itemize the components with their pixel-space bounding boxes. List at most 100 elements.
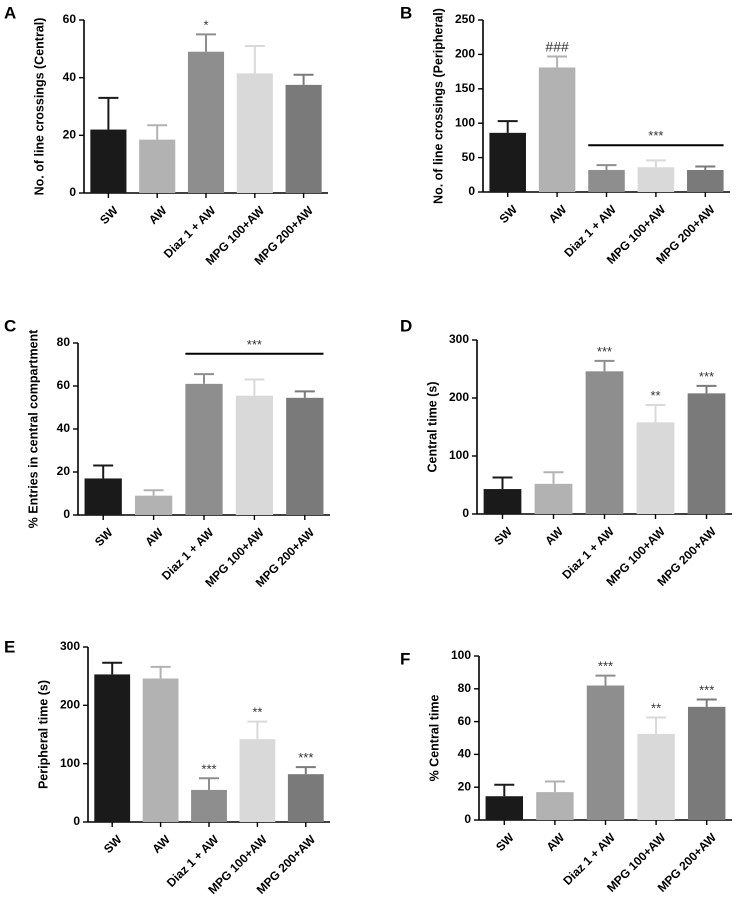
significance-label: *** <box>598 659 613 674</box>
bar <box>287 774 324 822</box>
bracket-label: *** <box>247 337 262 352</box>
y-tick-label: 40 <box>63 70 77 84</box>
y-tick-label: 0 <box>63 507 70 521</box>
y-axis-label: No. of line crossings (Peripheral) <box>431 8 445 204</box>
bar <box>142 678 179 822</box>
y-tick-label: 50 <box>462 150 476 164</box>
bar <box>586 685 625 820</box>
panel-label: A <box>4 3 16 22</box>
y-axis-label: Peripheral time (s) <box>36 680 50 789</box>
x-tick-label: SW <box>101 832 125 856</box>
y-tick-label: 60 <box>63 12 77 26</box>
bracket-label: *** <box>648 128 663 143</box>
panel-label: B <box>400 3 412 22</box>
bar <box>489 132 526 192</box>
bar <box>485 796 524 820</box>
y-tick-label: 40 <box>458 747 472 761</box>
y-tick-label: 150 <box>455 81 475 95</box>
bar <box>636 422 675 514</box>
x-tick-label: AW <box>146 203 170 227</box>
y-tick-label: 300 <box>60 639 80 653</box>
bar <box>191 789 227 822</box>
y-axis-label: Central time (s) <box>425 382 439 473</box>
bar <box>637 733 675 820</box>
bar <box>139 139 176 193</box>
y-tick-label: 0 <box>468 184 475 198</box>
bar <box>236 73 273 193</box>
y-tick-label: 80 <box>57 335 71 349</box>
y-tick-label: 60 <box>458 714 472 728</box>
bar <box>687 169 724 192</box>
x-tick-label: SW <box>491 524 515 548</box>
bar <box>185 383 223 515</box>
y-tick-label: 100 <box>451 648 471 662</box>
bar <box>235 395 274 515</box>
x-tick-label: AW <box>149 832 173 856</box>
bar <box>187 51 225 193</box>
y-tick-label: 100 <box>455 115 475 129</box>
y-tick-label: 60 <box>57 378 71 392</box>
y-tick-label: 40 <box>57 421 71 435</box>
y-tick-label: 250 <box>455 12 475 26</box>
y-tick-label: 0 <box>462 506 469 520</box>
x-tick-label: SW <box>97 203 121 227</box>
bar <box>585 371 624 514</box>
significance-label: *** <box>298 750 313 765</box>
significance-label: * <box>203 17 208 32</box>
y-tick-label: 200 <box>455 47 475 61</box>
y-tick-label: 0 <box>69 185 76 199</box>
bar <box>239 739 276 822</box>
x-tick-label: SW <box>493 830 517 854</box>
panel-b: B 0 50 100 150 200 250 No. of line crossings (P… <box>400 3 730 267</box>
significance-label: ### <box>545 38 569 54</box>
x-tick-label: SW <box>92 525 116 549</box>
significance-label: *** <box>699 369 714 384</box>
bar <box>536 792 574 820</box>
bar <box>285 84 322 193</box>
bar <box>483 489 522 514</box>
bar <box>84 478 122 515</box>
bar <box>588 169 625 192</box>
y-tick-label: 0 <box>73 814 80 828</box>
y-tick-label: 100 <box>60 756 80 770</box>
bar <box>90 129 127 193</box>
panel-label: E <box>4 637 15 656</box>
panel-label: C <box>4 316 16 335</box>
bar <box>134 495 173 515</box>
bar <box>286 397 324 515</box>
y-tick-label: 100 <box>449 448 469 462</box>
y-axis-label: % Central time <box>427 695 441 782</box>
significance-label: ** <box>650 388 660 403</box>
significance-label: *** <box>597 344 612 359</box>
significance-label: ** <box>252 705 262 720</box>
y-axis-label: No. of line crossings (Central) <box>32 18 46 196</box>
y-tick-label: 20 <box>458 779 472 793</box>
y-axis-label: % Entries in central compartment <box>26 329 40 529</box>
x-tick-label: AW <box>546 202 570 226</box>
panel-a: A 0 20 40 60 No. of line crossings (Central) S… <box>4 3 328 268</box>
bar <box>687 706 726 820</box>
x-tick-label: AW <box>542 524 566 548</box>
y-tick-label: 200 <box>449 390 469 404</box>
y-tick-label: 80 <box>458 681 472 695</box>
bar <box>687 393 726 514</box>
bar <box>538 67 576 192</box>
bar <box>637 167 675 192</box>
significance-label: *** <box>699 682 714 697</box>
panel-label: F <box>400 649 410 668</box>
bar <box>94 674 131 822</box>
x-tick-label: AW <box>142 525 166 549</box>
y-tick-label: 200 <box>60 698 80 712</box>
panel-c: C 0 20 40 60 80 % Entries in central compartme… <box>4 316 330 590</box>
bar <box>534 483 573 514</box>
y-tick-label: 20 <box>57 464 71 478</box>
x-tick-label: SW <box>496 202 520 226</box>
panel-label: D <box>400 316 412 335</box>
y-tick-label: 300 <box>449 332 469 346</box>
x-tick-label: AW <box>544 830 568 854</box>
y-tick-label: 20 <box>63 128 77 142</box>
